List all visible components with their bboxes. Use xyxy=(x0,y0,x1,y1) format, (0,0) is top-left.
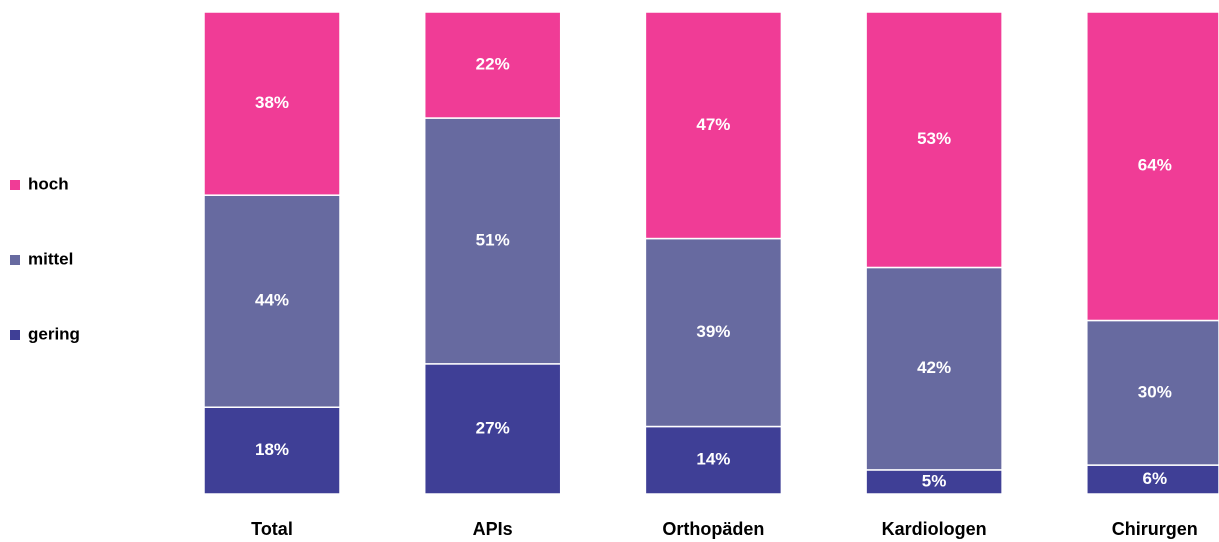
data-label: 64% xyxy=(1138,156,1172,175)
x-tick-label: Orthopäden xyxy=(662,519,764,539)
data-label: 38% xyxy=(255,93,289,112)
data-label: 6% xyxy=(1143,469,1168,488)
bar-segment xyxy=(644,237,783,428)
bar-segment xyxy=(1086,11,1219,322)
legend-swatch xyxy=(10,255,20,265)
data-label: 14% xyxy=(696,450,730,469)
bar-segment xyxy=(423,11,562,119)
bar-segment xyxy=(423,363,562,495)
data-label: 18% xyxy=(255,440,289,459)
legend-label: gering xyxy=(28,324,80,343)
x-tick-label: Total xyxy=(251,519,293,539)
data-label: 47% xyxy=(696,115,730,134)
legend-swatch xyxy=(10,180,20,190)
data-label: 51% xyxy=(476,230,510,249)
x-tick-label: Kardiologen xyxy=(882,519,987,539)
data-label: 42% xyxy=(917,358,951,377)
x-tick-label: Chirurgen xyxy=(1112,519,1198,539)
x-tick-label: APIs xyxy=(473,519,513,539)
bar-segment xyxy=(1086,319,1219,466)
legend-swatch xyxy=(10,330,20,340)
bar-segment xyxy=(644,425,783,495)
data-label: 30% xyxy=(1138,382,1172,401)
legend-label: mittel xyxy=(28,249,73,268)
bar-segment xyxy=(865,266,1003,471)
legend-label: hoch xyxy=(28,174,69,193)
bar-segment xyxy=(865,469,1003,495)
data-label: 5% xyxy=(922,471,947,490)
bar-segment xyxy=(423,117,562,365)
bar-segment xyxy=(203,406,341,495)
data-label: 39% xyxy=(696,322,730,341)
data-label: 44% xyxy=(255,291,289,310)
bar-segment xyxy=(644,11,783,240)
bar-segment xyxy=(203,11,341,196)
data-label: 22% xyxy=(476,55,510,74)
data-label: 53% xyxy=(917,129,951,148)
bar-segment xyxy=(203,194,341,408)
data-label: 27% xyxy=(476,418,510,437)
bar-segment xyxy=(865,11,1003,269)
